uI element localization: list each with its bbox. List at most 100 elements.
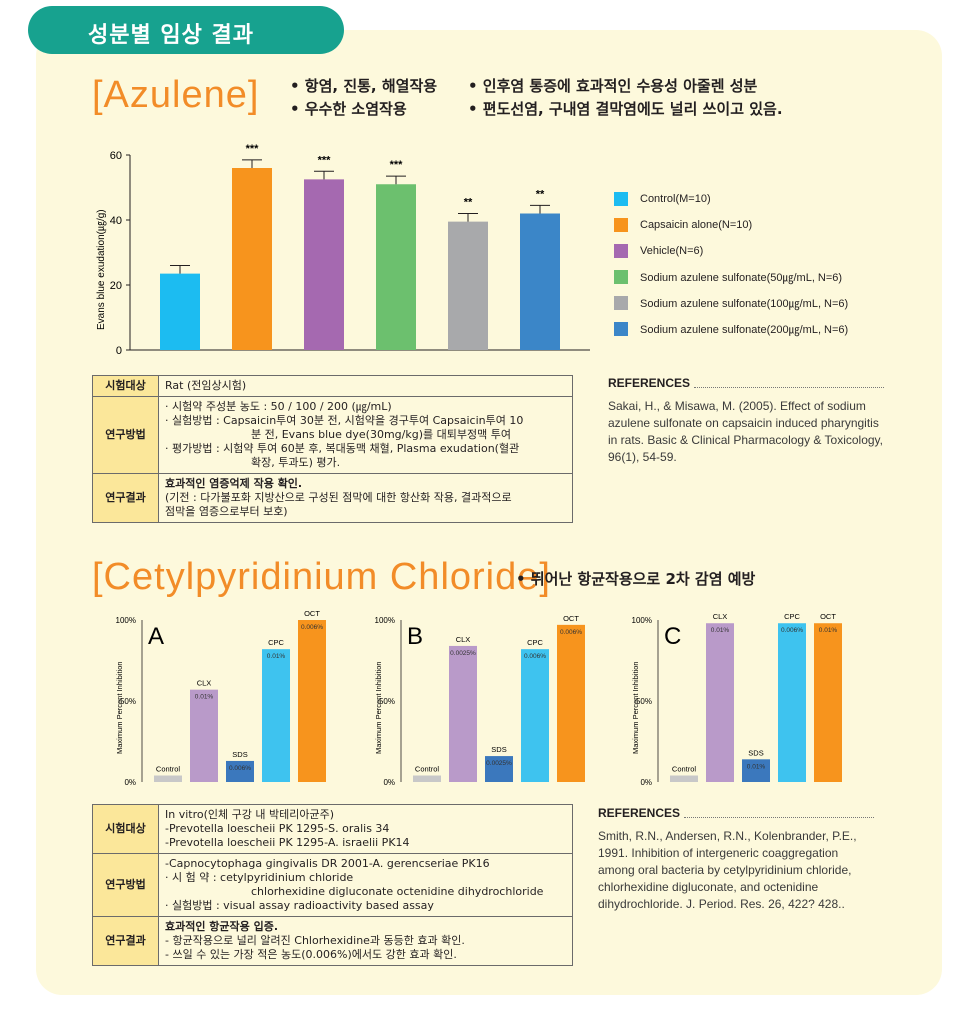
y-axis-label: Maximum Percent Inhibition: [374, 661, 383, 754]
y-tick-label: 60: [110, 150, 122, 162]
section-header-tab: [28, 6, 344, 54]
bullet: • 편도선염, 구내염 결막염에도 널리 쓰이고 있음.: [468, 100, 783, 118]
azulene-references: REFERENCES Sakai, H., & Misawa, M. (2005…: [608, 375, 884, 466]
bar-name-label: CPC: [268, 638, 284, 647]
bullet: • 인후염 통증에 효과적인 수용성 아줄렌 성분: [468, 77, 758, 95]
chart-bar: [448, 221, 488, 350]
table-row-content: · 시험약 주성분 농도 : 50 / 100 / 200 (㎍/mL) · 실험…: [158, 396, 573, 474]
bar-value-label: 0.006%: [524, 653, 546, 660]
table-line: 효과적인 염증억제 작용 확인.: [165, 477, 303, 490]
bar-name-label: CLX: [197, 679, 212, 688]
legend-item: Vehicle(N=6): [614, 238, 848, 264]
table-row: 연구방법 -Capnocytophaga gingivalis DR 2001-A…: [92, 853, 573, 917]
table-row-content: 효과적인 항균작용 입증. - 항균작용으로 널리 알려진 Chlorhexidi…: [158, 916, 573, 966]
bar-name-label: OCT: [820, 612, 836, 621]
legend-label: Sodium azulene sulfonate(200㎍/mL, N=6): [640, 324, 849, 336]
legend-item: Sodium azulene sulfonate(200㎍/mL, N=6): [614, 316, 848, 342]
legend-swatch: [614, 244, 628, 258]
cpc-bullet: • 뛰어난 항균작용으로 2차 감염 예방: [516, 570, 756, 588]
y-tick-label: 40: [110, 215, 122, 227]
chart-bar: [670, 775, 698, 782]
y-tick-label: 0%: [640, 778, 652, 787]
legend-item: Sodium azulene sulfonate(50㎍/mL, N=6): [614, 264, 848, 290]
table-row-content: In vitro(인체 구강 내 박테리아균주) -Prevotella loes…: [158, 804, 573, 854]
y-tick-label: 0%: [124, 778, 136, 787]
chart-bar: [778, 623, 806, 782]
chart-bar: [521, 649, 549, 782]
legend-label: Vehicle(N=6): [640, 245, 704, 257]
chart-bar: [304, 179, 344, 350]
y-axis-label: Maximum Percent Inhibition: [115, 661, 124, 754]
chart-bar: [226, 760, 254, 782]
bar-name-label: Control: [415, 765, 440, 774]
significance-label: ***: [390, 159, 404, 171]
references-text: Smith, R.N., Andersen, R.N., Kolenbrande…: [598, 829, 857, 911]
chart-bar: [298, 620, 326, 782]
legend-label: Control(M=10): [640, 193, 711, 205]
azulene-bullets-left: • 항염, 진통, 해열작용 • 우수한 소염작용: [290, 75, 437, 121]
chart-bar: [190, 689, 218, 782]
chart-bar: [706, 623, 734, 782]
table-line: 분 전, Evans blue dye(30mg/kg)를 대퇴부정맥 투여: [251, 428, 511, 441]
table-row: 시험대상 In vitro(인체 구강 내 박테리아균주) -Prevotella …: [92, 804, 573, 854]
bar-name-label: Control: [672, 765, 697, 774]
table-row-label: 연구결과: [92, 916, 159, 966]
chart-bar: [742, 759, 770, 782]
significance-label: ***: [246, 143, 260, 155]
chart-bar: [232, 168, 272, 350]
azulene-info-table: 시험대상 Rat (전임상시험) 연구방법 · 시험약 주성분 농도 : 50 / 1…: [92, 375, 573, 523]
cpc-title: [Cetylpyridinium Chloride]: [92, 556, 551, 598]
bar-value-label: 0.006%: [229, 765, 251, 772]
bar-value-label: 0.006%: [301, 624, 323, 631]
table-row-label: 시험대상: [92, 375, 159, 397]
references-heading: REFERENCES: [598, 805, 874, 822]
legend-label: Capsaicin alone(N=10): [640, 219, 753, 231]
bar-name-label: CLX: [456, 635, 471, 644]
table-row-label: 연구방법: [92, 396, 159, 474]
legend-swatch: [614, 296, 628, 310]
table-row-label: 시험대상: [92, 804, 159, 854]
table-line: · 시험약 주성분 농도 : 50 / 100 / 200 (㎍/mL): [165, 400, 392, 413]
y-tick-label: 0: [116, 345, 122, 357]
panel-letter: C: [664, 623, 681, 650]
chart-bar: [376, 184, 416, 350]
table-line: · 실험방법 : Capsaicin투여 30분 전, 시험약을 경구투여 Ca…: [165, 414, 524, 427]
chart-bar: [160, 273, 200, 350]
legend-item: Control(M=10): [614, 186, 848, 212]
bar-value-label: 0.01%: [195, 694, 214, 701]
y-tick-label: 20: [110, 280, 122, 292]
cpc-chart-a: 0% 50% 100% Maximum Percent Inhibition A Cont…: [115, 609, 326, 787]
azulene-title: [Azulene]: [92, 74, 260, 116]
significance-label: **: [464, 197, 473, 209]
table-line: -Prevotella loescheii PK 1295-S. oralis …: [165, 822, 390, 835]
bar-name-label: OCT: [563, 614, 579, 623]
table-row-label: 연구방법: [92, 853, 159, 917]
panel-letter: B: [407, 623, 423, 650]
table-line: - 쓰일 수 있는 가장 적은 농도(0.006%)에서도 강한 효과 확인.: [165, 948, 457, 961]
chart-bar: [449, 645, 477, 782]
bullet: • 우수한 소염작용: [290, 100, 407, 118]
bar-value-label: 0.01%: [711, 627, 730, 634]
bar-name-label: CPC: [527, 638, 543, 647]
bar-value-label: 0.0025%: [450, 650, 476, 657]
bar-value-label: 0.01%: [747, 763, 766, 770]
table-row-label: 연구결과: [92, 473, 159, 523]
table-line: · 평가방법 : 시험약 투여 60분 후, 복대동맥 채혈, Plasma e…: [165, 442, 520, 455]
panel-letter: A: [148, 623, 164, 650]
bar-value-label: 0.01%: [819, 627, 838, 634]
bar-name-label: OCT: [304, 609, 320, 618]
chart-bar: [520, 213, 560, 350]
y-tick-label: 0%: [383, 778, 395, 787]
bar-name-label: CPC: [784, 612, 800, 621]
table-line: In vitro(인체 구강 내 박테리아균주): [165, 808, 334, 821]
azulene-legend: Control(M=10) Capsaicin alone(N=10) Vehicl…: [614, 186, 848, 342]
table-line: -Prevotella loescheii PK 1295-A. israeli…: [165, 836, 410, 849]
table-row: 연구결과 효과적인 염증억제 작용 확인. (기전 : 다가불포화 지방산으로 구성…: [92, 473, 573, 523]
table-row: 시험대상 Rat (전임상시험): [92, 375, 573, 397]
bar-value-label: 0.006%: [781, 627, 803, 634]
table-line: chlorhexidine digluconate octenidine dih…: [251, 885, 544, 898]
bar-value-label: 0.006%: [560, 629, 582, 636]
cpc-chart-b: 0% 50% 100% Maximum Percent Inhibition B Cont…: [374, 614, 585, 787]
bar-name-label: SDS: [491, 745, 506, 754]
